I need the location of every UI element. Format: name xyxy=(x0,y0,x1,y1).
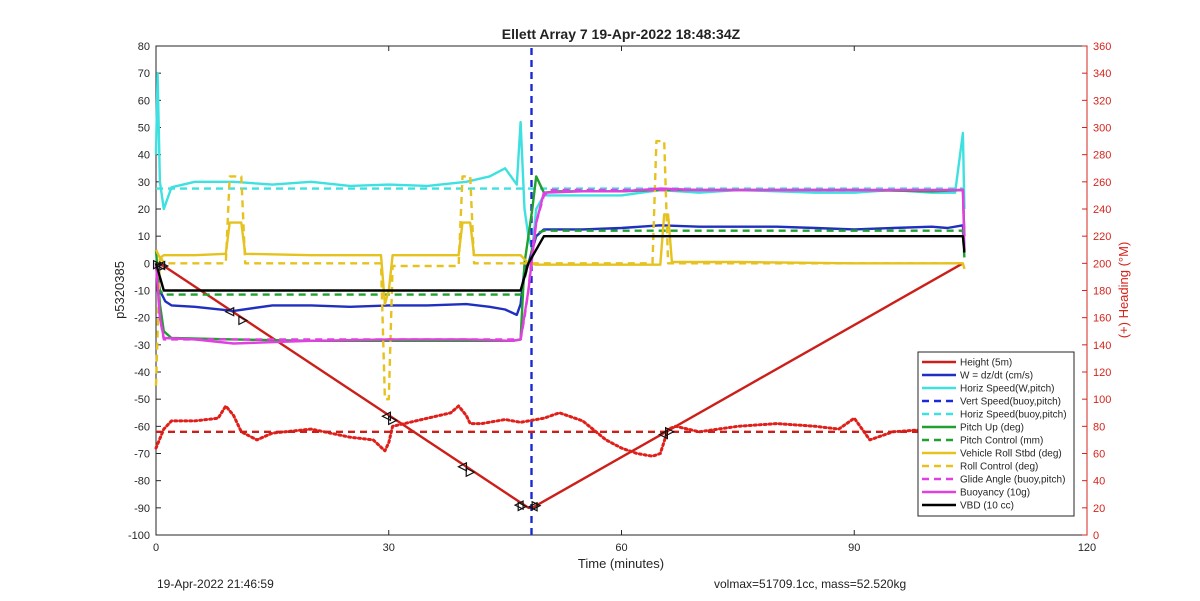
series-buoyancy-10g xyxy=(154,187,966,345)
marker-triangle xyxy=(465,467,476,478)
marker-triangle xyxy=(224,306,235,317)
legend-label: Pitch Up (deg) xyxy=(960,423,1024,434)
y-right-tick-label: 200 xyxy=(1093,258,1111,270)
legend-label: Pitch Control (mm) xyxy=(960,436,1043,447)
y-left-tick-label: -40 xyxy=(134,367,150,379)
series-roll-control-deg xyxy=(154,139,966,401)
marker-layer xyxy=(152,259,675,512)
y-right-tick-label: 0 xyxy=(1093,530,1099,542)
y-right-tick-label: 140 xyxy=(1093,340,1111,352)
y-right-tick-label: 240 xyxy=(1093,204,1111,216)
y-axis-label-left: p5320385 xyxy=(112,261,127,319)
x-tick-label: 0 xyxy=(153,542,159,554)
marker-triangle xyxy=(152,259,163,270)
legend-label: Height (5m) xyxy=(960,358,1012,369)
y-right-tick-label: 40 xyxy=(1093,476,1105,488)
y-left-tick-label: -20 xyxy=(134,313,150,325)
series-vbd-10-cc xyxy=(154,234,966,292)
series-pitch-up-deg xyxy=(154,175,966,342)
y-left-tick-label: -70 xyxy=(134,449,150,461)
y-left-tick-label: 30 xyxy=(138,177,150,189)
y-right-ticks: 3603403203002802602402202001801601401201… xyxy=(1082,41,1111,542)
y-right-tick-label: 260 xyxy=(1093,177,1111,189)
y-left-tick-label: -80 xyxy=(134,476,150,488)
legend-box xyxy=(917,351,1075,517)
legend: Height (5m) W = dz/dt (cm/s) Horiz Speed(W… xyxy=(917,351,1075,517)
series-height-5m xyxy=(156,262,964,509)
y-left-tick-label: 80 xyxy=(138,41,150,53)
y-left-tick-label: -100 xyxy=(128,530,150,542)
y-right-tick-label: 20 xyxy=(1093,503,1105,515)
marker-triangle xyxy=(238,315,249,326)
y-left-tick-label: -60 xyxy=(134,421,150,433)
y-left-tick-label: 0 xyxy=(144,258,150,270)
legend-label: W = dz/dt (cm/s) xyxy=(960,371,1033,382)
legend-label: Horiz Speed(buoy,pitch) xyxy=(960,410,1067,421)
marker-triangle xyxy=(457,461,468,472)
x-axis-label: Time (minutes) xyxy=(578,556,664,571)
y-left-tick-label: 60 xyxy=(138,95,150,107)
y-axis-label-right: (+) Heading (°M) xyxy=(1116,242,1131,339)
y-left-tick-label: -10 xyxy=(134,286,150,298)
x-tick-label: 120 xyxy=(1078,542,1096,554)
x-tick-label: 60 xyxy=(615,542,627,554)
footer-specs: volmax=51709.1cc, mass=52.520kg xyxy=(714,577,907,591)
y-right-tick-label: 220 xyxy=(1093,231,1111,243)
series-w-dz-dt-cm-s xyxy=(154,224,966,317)
y-left-tick-label: -90 xyxy=(134,503,150,515)
marker-triangle xyxy=(531,500,542,511)
y-right-tick-label: 300 xyxy=(1093,123,1111,135)
y-left-tick-label: 70 xyxy=(138,68,150,80)
y-left-tick-label: 40 xyxy=(138,150,150,162)
legend-label: Glide Angle (buoy,pitch) xyxy=(960,475,1065,486)
y-right-tick-label: 320 xyxy=(1093,95,1111,107)
y-right-tick-label: 60 xyxy=(1093,449,1105,461)
marker-triangle xyxy=(159,261,170,272)
legend-label: Roll Control (deg) xyxy=(960,462,1038,473)
y-left-tick-label: 10 xyxy=(138,231,150,243)
y-right-tick-label: 360 xyxy=(1093,41,1111,53)
marker-triangle xyxy=(665,426,675,437)
y-right-tick-label: 180 xyxy=(1093,286,1111,298)
legend-label: VBD (10 cc) xyxy=(960,501,1014,512)
marker-triangle xyxy=(155,260,166,271)
legend-label: Vehicle Roll Stbd (deg) xyxy=(960,449,1062,460)
series-layer xyxy=(154,46,966,535)
series-horiz-speed-w-pitch xyxy=(154,71,966,252)
y-left-tick-label: 20 xyxy=(138,204,150,216)
x-tick-label: 90 xyxy=(848,542,860,554)
y-left-tick-label: 50 xyxy=(138,123,150,135)
chart-title: Ellett Array 7 19-Apr-2022 18:48:34Z xyxy=(502,26,741,42)
legend-label: Buoyancy (10g) xyxy=(960,488,1030,499)
y-right-tick-label: 340 xyxy=(1093,68,1111,80)
y-right-tick-label: 280 xyxy=(1093,150,1111,162)
marker-triangle xyxy=(517,501,528,512)
x-ticks: 0 30 60 90 120 xyxy=(153,46,1096,554)
y-right-tick-label: 160 xyxy=(1093,313,1111,325)
marker-triangle xyxy=(388,415,398,426)
y-left-tick-label: -50 xyxy=(134,394,150,406)
y-left-ticks: 80 70 60 50 40 30 20 10 0 -10 -20 -30 -40 -50 -60 -70 -8… xyxy=(128,41,161,542)
series-vehicle-roll-stbd-deg xyxy=(154,213,966,306)
y-left-tick-label: -30 xyxy=(134,340,150,352)
y-right-tick-label: 120 xyxy=(1093,367,1111,379)
y-right-tick-label: 80 xyxy=(1093,421,1105,433)
footer-date: 19-Apr-2022 21:46:59 xyxy=(157,577,274,591)
legend-label: Horiz Speed(W,pitch) xyxy=(960,384,1054,395)
legend-label: Vert Speed(buoy,pitch) xyxy=(960,397,1061,408)
marker-triangle xyxy=(381,411,392,422)
x-tick-label: 30 xyxy=(383,542,395,554)
y-right-tick-label: 100 xyxy=(1093,394,1111,406)
series-heading xyxy=(154,404,965,458)
